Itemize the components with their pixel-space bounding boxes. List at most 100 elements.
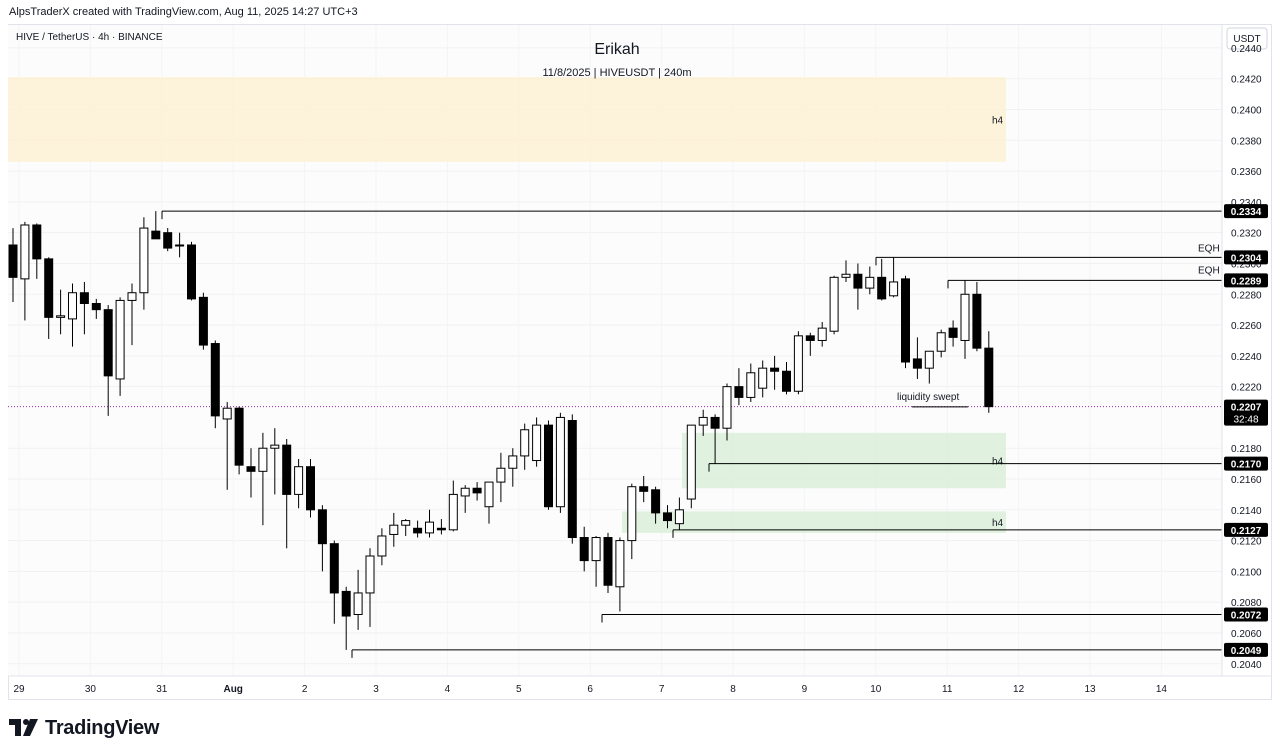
candle-down[interactable]: [163, 232, 173, 249]
candle-down[interactable]: [544, 424, 553, 508]
candle-down[interactable]: [91, 303, 101, 311]
candle-down[interactable]: [710, 416, 720, 429]
candle-up[interactable]: [425, 521, 434, 534]
symbol-info: HIVE / TetherUS · 4h · BINANCE: [16, 32, 163, 43]
candle-up[interactable]: [627, 486, 637, 542]
candle-up[interactable]: [389, 524, 399, 535]
candle-down[interactable]: [198, 296, 208, 346]
candle-up[interactable]: [258, 447, 268, 472]
candle-down[interactable]: [282, 444, 292, 495]
candle-up[interactable]: [793, 335, 803, 392]
candle-down[interactable]: [805, 335, 815, 341]
candle-up[interactable]: [817, 327, 827, 341]
currency-button[interactable]: [1226, 27, 1268, 50]
candle-down[interactable]: [79, 292, 89, 305]
candle-down[interactable]: [234, 407, 244, 466]
candle-up[interactable]: [222, 407, 232, 420]
candle-down[interactable]: [341, 590, 351, 617]
candle-up[interactable]: [68, 292, 77, 320]
candle-down[interactable]: [972, 293, 982, 349]
y-tick-label: 0.2040: [1231, 660, 1262, 671]
candle-up[interactable]: [698, 416, 708, 426]
candle-down[interactable]: [103, 309, 113, 377]
candle-up[interactable]: [532, 424, 542, 462]
candle-up[interactable]: [401, 520, 411, 526]
candle-up[interactable]: [924, 350, 934, 369]
candle-up[interactable]: [865, 276, 875, 289]
candle-down[interactable]: [734, 386, 744, 398]
price-label-badge[interactable]: [1224, 250, 1268, 265]
candle-up[interactable]: [841, 273, 851, 278]
candle-up[interactable]: [520, 429, 530, 457]
candle-up[interactable]: [365, 555, 375, 594]
candle-up[interactable]: [829, 276, 839, 332]
candle-down[interactable]: [651, 489, 661, 514]
price-label-badge[interactable]: [1224, 204, 1268, 219]
candle-up[interactable]: [674, 509, 684, 525]
candle-down[interactable]: [877, 276, 887, 300]
candle-up[interactable]: [270, 444, 280, 449]
candle-down[interactable]: [329, 543, 339, 594]
candle-up[interactable]: [746, 372, 756, 398]
candle-up[interactable]: [936, 332, 946, 352]
price-label-badge[interactable]: [1224, 607, 1268, 622]
candle-down[interactable]: [151, 230, 161, 240]
candle-up[interactable]: [139, 227, 149, 294]
candle-up[interactable]: [460, 487, 470, 497]
candle-up[interactable]: [448, 493, 458, 531]
price-label-badge[interactable]: [1224, 456, 1268, 471]
brand-logo[interactable]: TradingView: [9, 714, 159, 742]
candle-down[interactable]: [912, 358, 922, 369]
candle-up[interactable]: [377, 535, 387, 557]
candle-up[interactable]: [555, 416, 565, 508]
candle-down[interactable]: [579, 537, 589, 562]
candle-up[interactable]: [889, 281, 899, 297]
candle-up[interactable]: [20, 224, 30, 280]
candle-down[interactable]: [187, 244, 196, 300]
candle-up[interactable]: [56, 315, 66, 318]
candle-up[interactable]: [615, 540, 625, 588]
candle-down[interactable]: [210, 343, 220, 417]
candle-up[interactable]: [758, 367, 768, 389]
candle-up[interactable]: [294, 466, 304, 495]
candle-down[interactable]: [472, 487, 482, 494]
candle-down[interactable]: [32, 224, 42, 260]
candle-down[interactable]: [436, 527, 446, 531]
candle-down[interactable]: [639, 486, 649, 492]
candle-down[interactable]: [317, 509, 327, 545]
price-label-text: 0.2049: [1231, 646, 1262, 657]
candle-up[interactable]: [508, 455, 518, 469]
candle-up[interactable]: [175, 244, 185, 247]
candle-up[interactable]: [591, 537, 601, 562]
candle-down[interactable]: [663, 512, 672, 522]
candle-down[interactable]: [567, 420, 577, 539]
candle-up[interactable]: [960, 293, 970, 341]
candle-down[interactable]: [782, 370, 791, 392]
candle-down[interactable]: [8, 244, 18, 278]
price-label-badge[interactable]: [1224, 273, 1268, 288]
candle-up[interactable]: [353, 592, 363, 615]
candle-down[interactable]: [901, 278, 910, 363]
candle-up[interactable]: [686, 424, 696, 500]
candle-down[interactable]: [948, 327, 958, 338]
candle-down[interactable]: [246, 466, 256, 472]
last-price-badge[interactable]: [1224, 399, 1268, 426]
candle-down[interactable]: [984, 347, 994, 408]
candle-up[interactable]: [484, 481, 494, 508]
candle-up[interactable]: [722, 386, 732, 429]
candle-up[interactable]: [115, 299, 125, 380]
candle-up[interactable]: [127, 292, 137, 301]
candle-down[interactable]: [44, 258, 54, 318]
price-label-badge[interactable]: [1224, 522, 1268, 537]
demand-zone[interactable]: [682, 432, 1006, 489]
candle-down[interactable]: [306, 466, 315, 511]
demand-zone[interactable]: [622, 511, 1006, 533]
candle-down[interactable]: [413, 527, 423, 534]
price-label-badge[interactable]: [1224, 642, 1268, 657]
candle-down[interactable]: [853, 273, 863, 289]
candle-down[interactable]: [603, 537, 613, 586]
candle-up[interactable]: [496, 467, 506, 483]
supply-zone[interactable]: [8, 77, 1006, 162]
candle-down[interactable]: [770, 367, 780, 372]
